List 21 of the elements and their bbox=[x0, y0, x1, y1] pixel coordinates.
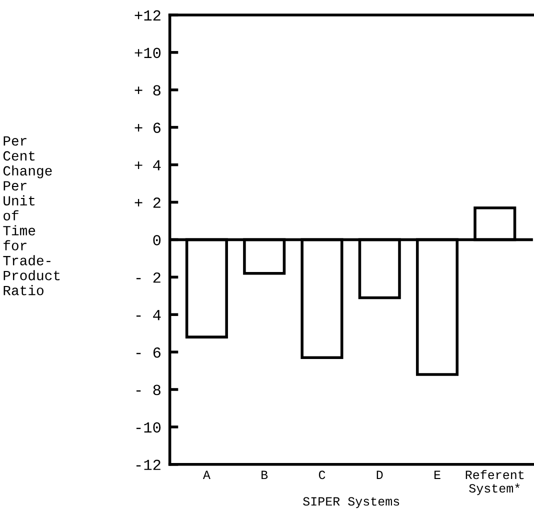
y-tick-label: - 4 bbox=[136, 310, 161, 320]
y-tick-label: + 2 bbox=[134, 198, 160, 208]
y-tick-label: +12 bbox=[134, 10, 160, 20]
y-tick-label: -10 bbox=[136, 422, 161, 433]
x-tick-label: C bbox=[318, 470, 326, 480]
y-tick-label: + 8 bbox=[134, 85, 160, 96]
y-tick-label: 0 bbox=[153, 235, 161, 246]
y-tick-label: - 8 bbox=[136, 384, 160, 396]
x-tick-label: B bbox=[262, 470, 268, 480]
x-tick-label: A bbox=[202, 470, 210, 480]
y-tick-label: + 6 bbox=[134, 122, 160, 134]
x-tick-label: D bbox=[376, 470, 383, 480]
y-tick-label: - 6 bbox=[136, 347, 160, 358]
x-tick-label: Referent System* bbox=[466, 470, 524, 496]
y-tick-label: + 4 bbox=[134, 160, 161, 170]
text: Per Cent Change Per Unit of Time for Trade- Product Ratio bbox=[3, 136, 60, 296]
x-tick-label: E bbox=[434, 470, 440, 480]
x-axis-title: SIPER Systems bbox=[303, 497, 400, 508]
y-tick-label: -12 bbox=[136, 460, 160, 470]
y-tick-label: - 2 bbox=[136, 272, 160, 283]
y-tick-label: +10 bbox=[134, 48, 161, 58]
